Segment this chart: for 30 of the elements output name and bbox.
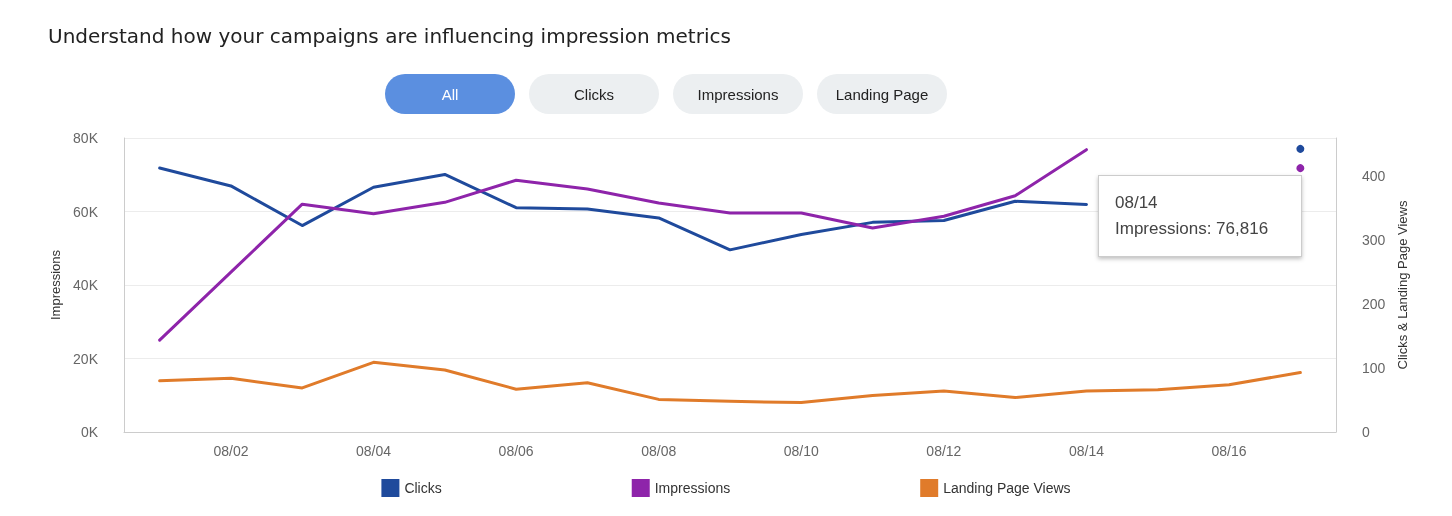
y2-tick-label: 200 bbox=[1362, 296, 1386, 313]
x-tick-label: 08/12 bbox=[926, 443, 962, 459]
x-tick-label: 08/04 bbox=[356, 443, 392, 459]
y-tick-label: 60K bbox=[73, 203, 99, 220]
legend-label: Impressions bbox=[654, 480, 731, 496]
y-tick-label: 80K bbox=[73, 130, 99, 146]
y-axis-title: Impressions bbox=[48, 249, 64, 321]
x-tick-label: 08/10 bbox=[783, 443, 820, 459]
y-tick-label: 20K bbox=[73, 350, 99, 367]
x-tick-label: 08/14 bbox=[1068, 443, 1105, 459]
chart-title: Understand how your campaigns are influencing impression metrics bbox=[48, 24, 731, 48]
text: All bbox=[385, 74, 515, 114]
x-tick-label: 08/02 bbox=[213, 443, 249, 459]
y2-tick-label: 400 bbox=[1362, 168, 1386, 185]
legend-label: Clicks bbox=[404, 480, 442, 496]
x-tick-label: 08/16 bbox=[1211, 443, 1247, 459]
y-tick-label: 40K bbox=[73, 277, 99, 293]
x-tick-label: 08/06 bbox=[498, 443, 534, 459]
line-series bbox=[158, 360, 1302, 405]
y2-tick-label: 0 bbox=[1362, 424, 1370, 440]
y2-tick-label: 100 bbox=[1362, 360, 1386, 377]
x-tick-label: 08/08 bbox=[641, 443, 677, 459]
text: Impressions bbox=[673, 74, 803, 114]
text: Clicks bbox=[529, 74, 659, 114]
text: Landing Page bbox=[817, 74, 947, 114]
legend-label: Landing Page Views bbox=[943, 480, 1071, 496]
y-tick-label: 0K bbox=[80, 424, 99, 440]
tooltip: 08/14 Impressions: 76,816 bbox=[1098, 175, 1302, 257]
y2-axis-title: Clicks & Landing Page Views bbox=[1395, 200, 1411, 370]
y2-tick-label: 300 bbox=[1362, 232, 1386, 249]
